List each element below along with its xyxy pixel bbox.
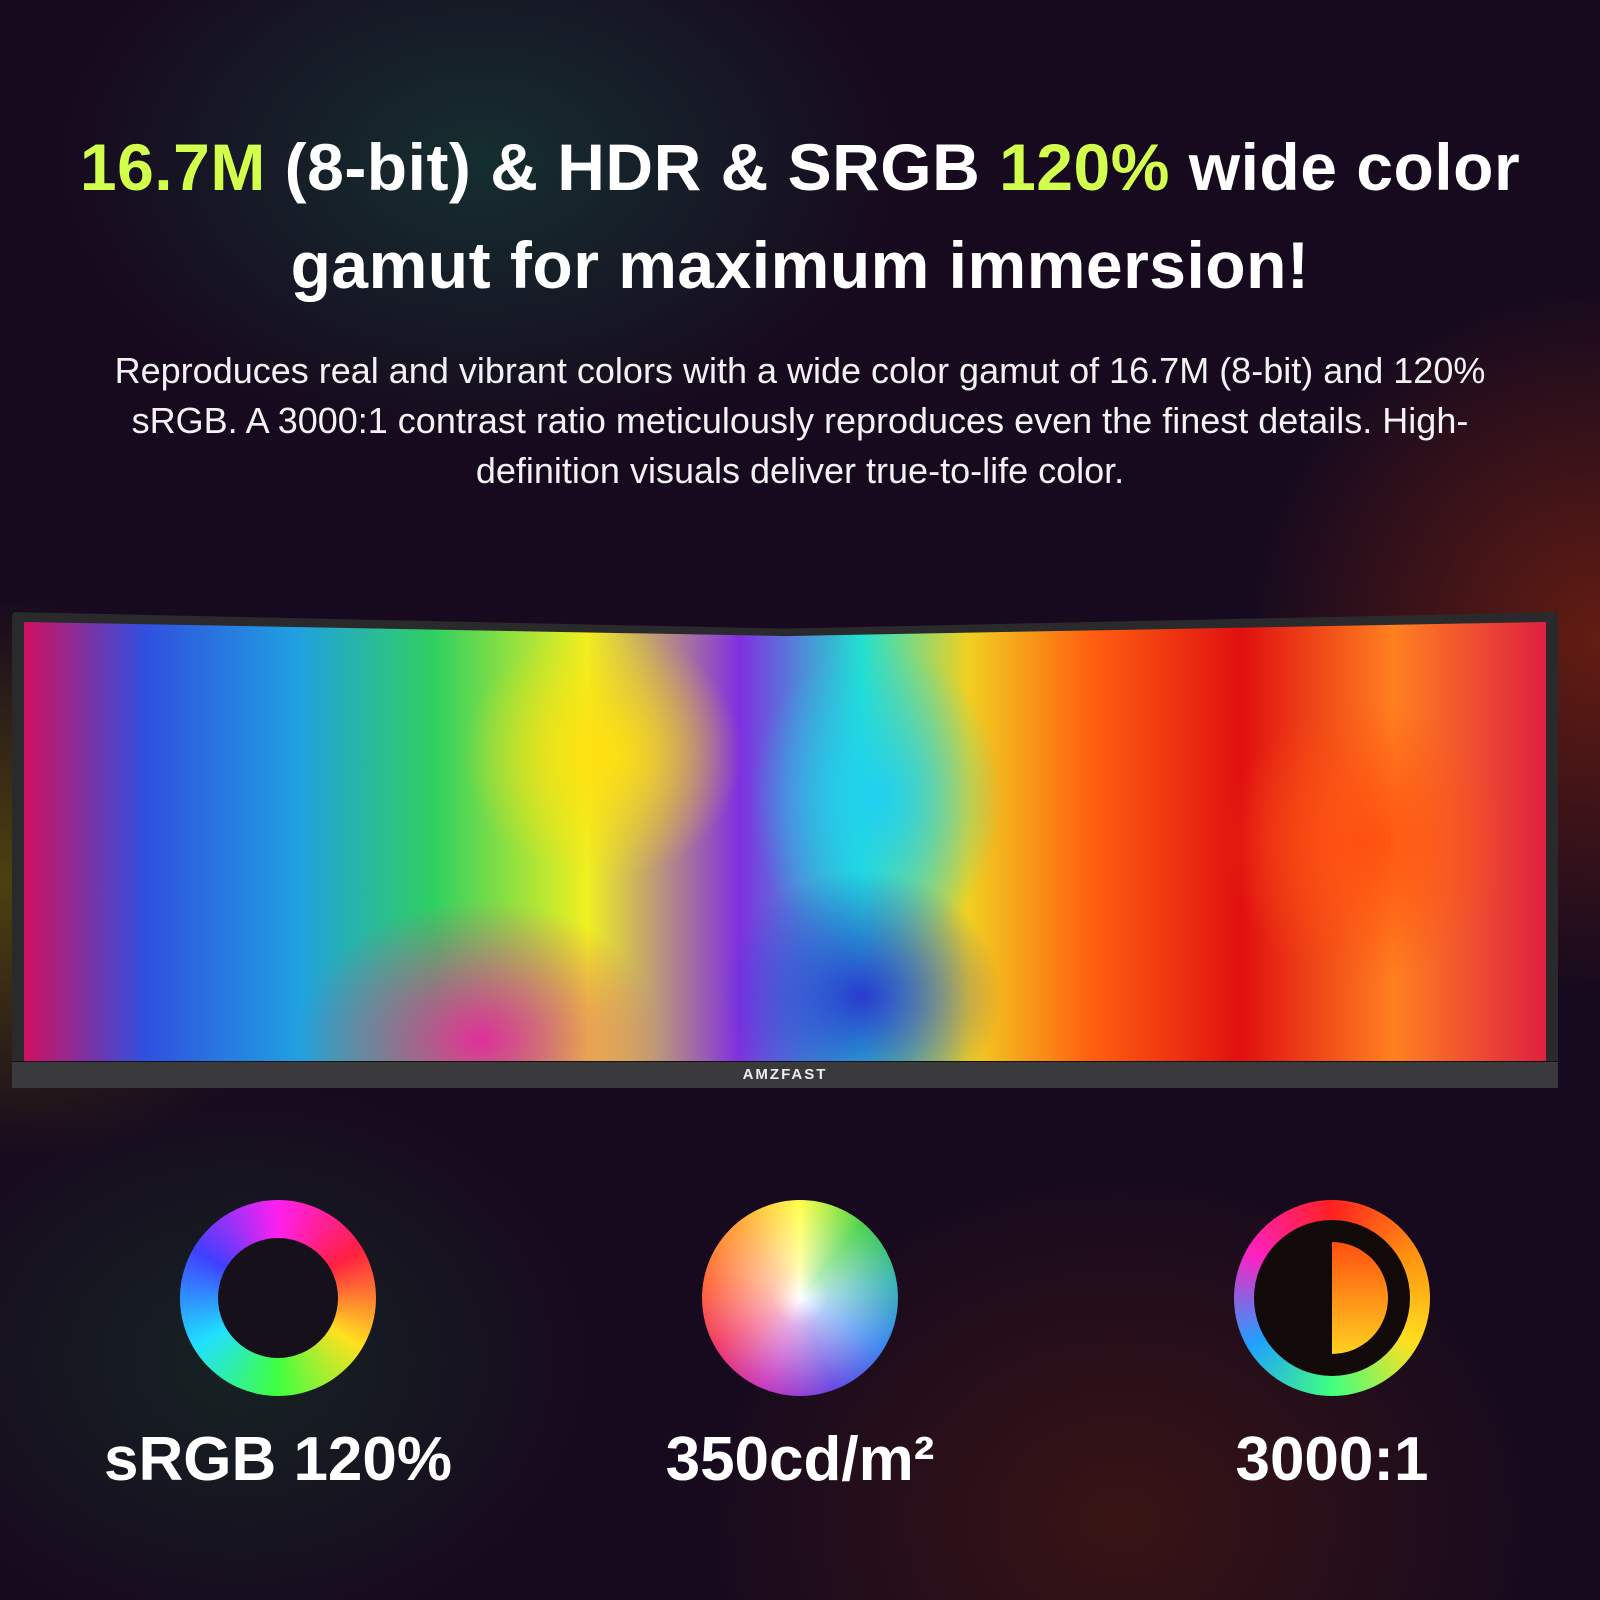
feature-label: 3000:1 <box>1235 1425 1429 1494</box>
monitor-screen <box>24 622 1546 1062</box>
headline-text: (8-bit) & HDR & SRGB <box>265 130 1000 204</box>
headline-text: wide color gamut for maximum immersion! <box>290 130 1521 302</box>
color-ring-icon <box>180 1200 376 1396</box>
feature-brightness: 350cd/m² <box>590 1200 1010 1495</box>
feature-srgb: sRGB 120% <box>68 1200 488 1495</box>
feature-label: 350cd/m² <box>665 1425 935 1494</box>
contrast-icon <box>1234 1200 1430 1396</box>
feature-label: sRGB 120% <box>103 1425 453 1494</box>
headline-highlight: 16.7M <box>79 130 266 204</box>
monitor-bezel: AMZFAST <box>12 1061 1558 1088</box>
monitor-image: AMZFAST <box>12 612 1558 1088</box>
description: Reproduces real and vibrant colors with … <box>114 350 1486 491</box>
headline-highlight: 120% <box>999 130 1170 204</box>
brand-logo: AMZFAST <box>742 1066 828 1083</box>
color-wheel-icon <box>702 1200 898 1396</box>
headline: 16.7M (8-bit) & HDR & SRGB 120% wide col… <box>0 118 1600 314</box>
feature-contrast: 3000:1 <box>1122 1200 1542 1495</box>
